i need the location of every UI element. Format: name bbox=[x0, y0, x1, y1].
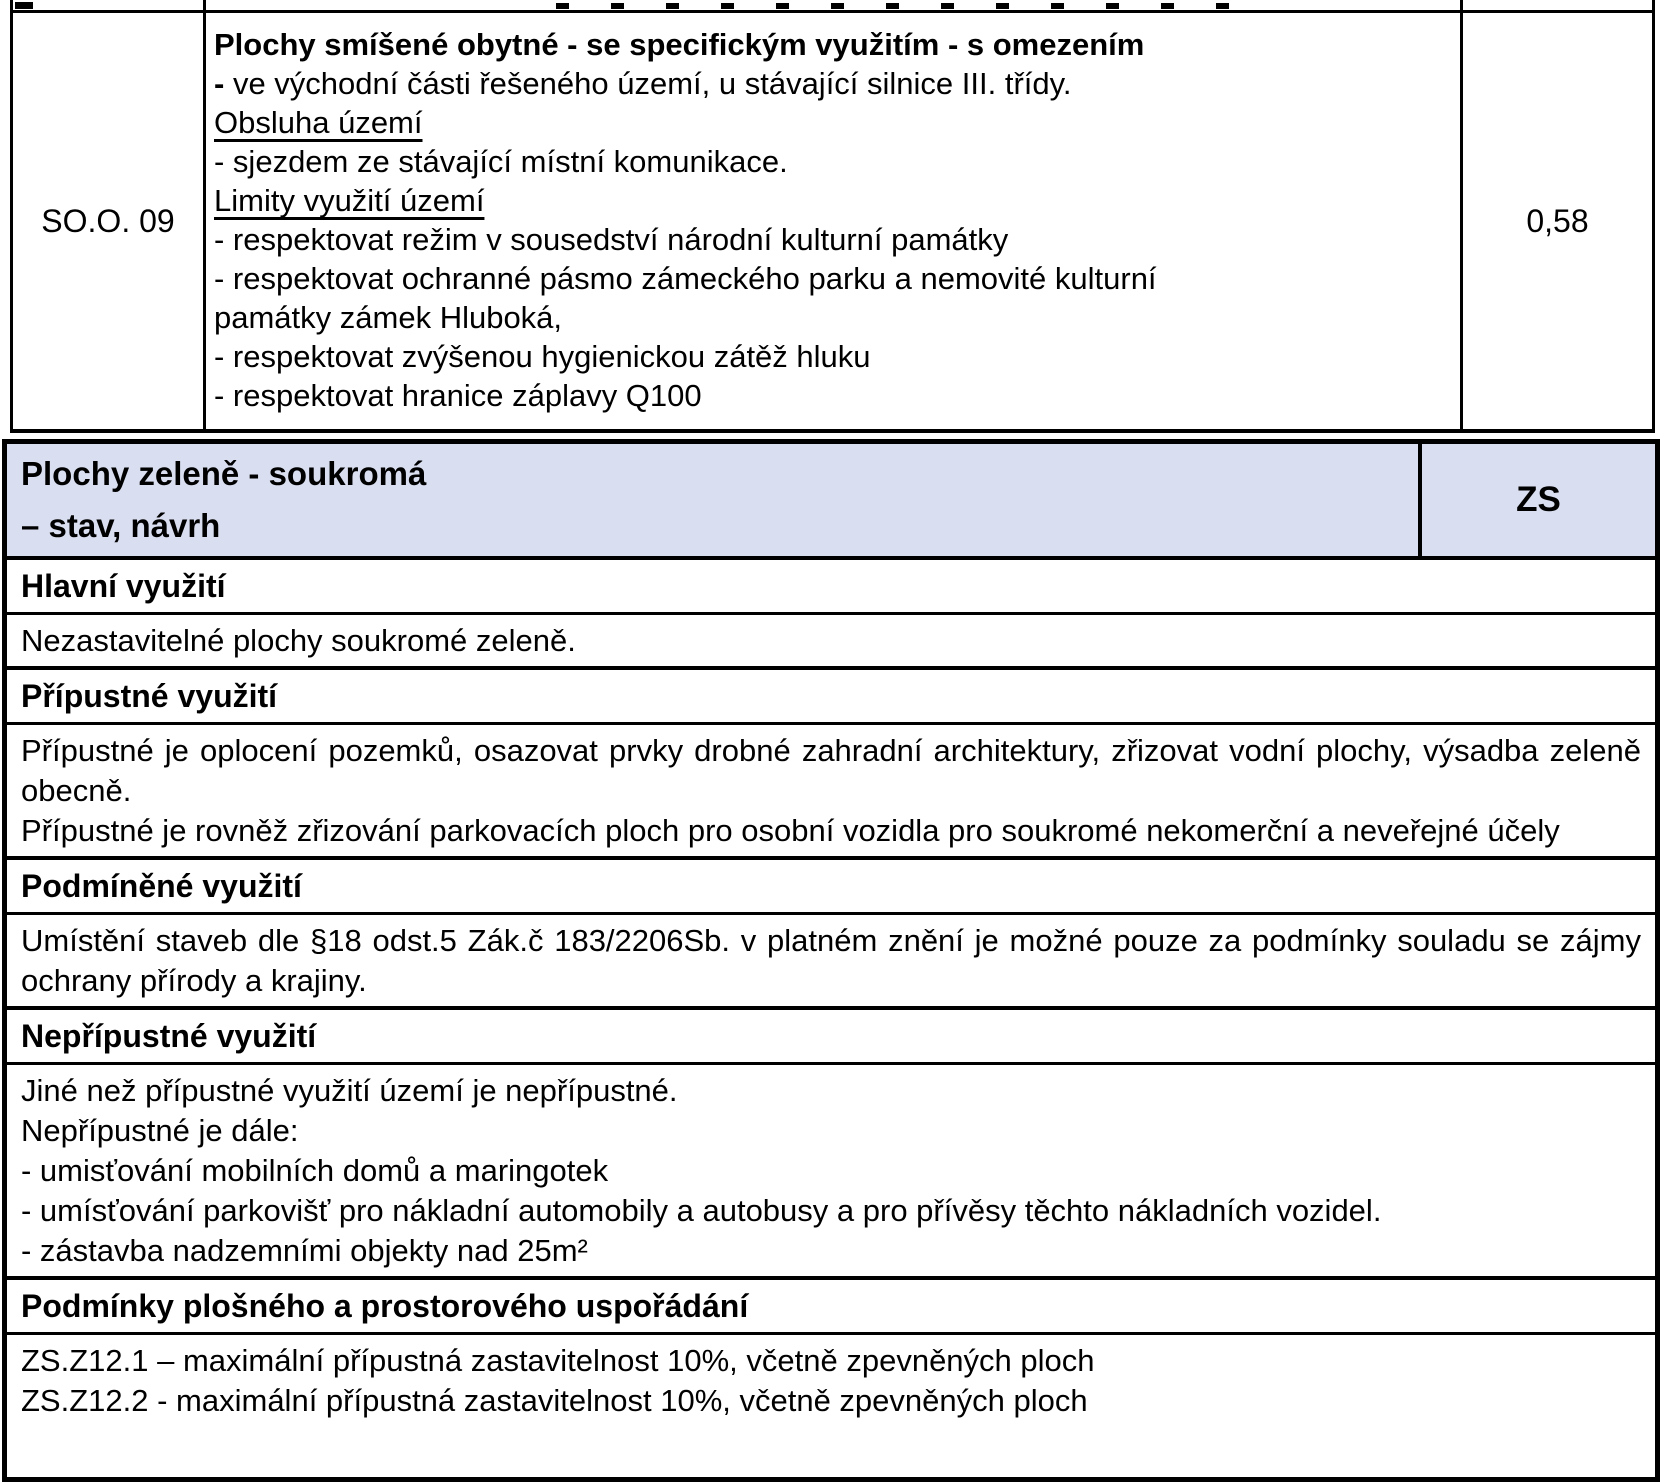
clipped-code-cell bbox=[13, 0, 203, 10]
zone-title-line2: – stav, návrh bbox=[21, 507, 221, 544]
paragraph: Umístění staveb dle §18 odst.5 Zák.č 183… bbox=[21, 923, 1641, 998]
paragraph: ZS.Z12.2 - maximální přípustná zastavite… bbox=[21, 1383, 1088, 1418]
section-title: Nepřípustné využití bbox=[7, 1006, 1655, 1062]
detail-line: - sjezdem ze stávající místní komunikace… bbox=[214, 144, 788, 179]
section-title: Přípustné využití bbox=[7, 666, 1655, 722]
section-content: Přípustné je oplocení pozemků, osazovat … bbox=[7, 722, 1655, 856]
zone-regulation-table: Plochy zeleně - soukromá – stav, návrh Z… bbox=[2, 439, 1660, 1482]
clipped-previous-row bbox=[13, 0, 1652, 13]
section-content: Umístění staveb dle §18 odst.5 Zák.č 183… bbox=[7, 912, 1655, 1006]
zone-row-title: Plochy smíšené obytné - se specifickým v… bbox=[214, 27, 1145, 62]
paragraph: Přípustné je oplocení pozemků, osazovat … bbox=[21, 733, 1641, 808]
detail-line: památky zámek Hluboká, bbox=[214, 300, 563, 335]
detail-line: - respektovat zvýšenou hygienickou zátěž… bbox=[214, 339, 871, 374]
clipped-text-fragment bbox=[556, 3, 1246, 9]
zone-detail-cell: Plochy smíšené obytné - se specifickým v… bbox=[203, 13, 1460, 429]
paragraph: - umisťování mobilních domů a maringotek bbox=[21, 1153, 609, 1188]
zone-area-cell: 0,58 bbox=[1460, 13, 1652, 429]
clipped-area-cell bbox=[1460, 0, 1652, 10]
zone-header-code: ZS bbox=[1418, 444, 1655, 556]
zone-row-lines: - ve východní části řešeného území, u st… bbox=[214, 64, 1452, 415]
section-content: Jiné než přípustné využití území je nepř… bbox=[7, 1062, 1655, 1276]
zone-table-header: Plochy zeleně - soukromá – stav, návrh Z… bbox=[7, 444, 1655, 556]
detail-line: - ve východní části řešeného území, u st… bbox=[214, 66, 1072, 101]
paragraph: Nepřípustné je dále: bbox=[21, 1113, 299, 1148]
clipped-text-fragment bbox=[15, 2, 33, 9]
zone-code-cell: SO.O. 09 bbox=[41, 202, 175, 239]
paragraph: Nezastavitelné plochy soukromé zeleně. bbox=[21, 623, 576, 658]
paragraph: - zástavba nadzemními objekty nad 25m² bbox=[21, 1233, 588, 1268]
section-title: Podmíněné využití bbox=[7, 856, 1655, 912]
detail-line: Obsluha území bbox=[214, 105, 423, 140]
paragraph: ZS.Z12.1 – maximální přípustná zastavite… bbox=[21, 1343, 1095, 1378]
zone-title-line1: Plochy zeleně - soukromá bbox=[21, 455, 427, 492]
bold-dash: - bbox=[214, 66, 225, 101]
paragraph: - umísťování parkovišť pro nákladní auto… bbox=[21, 1193, 1382, 1228]
detail-line: - respektovat režim v sousedství národní… bbox=[214, 222, 1009, 257]
zone-row-soo09: SO.O. 09 Plochy smíšené obytné - se spec… bbox=[13, 13, 1652, 429]
paragraph: Jiné než přípustné využití území je nepř… bbox=[21, 1073, 678, 1108]
section-content: Nezastavitelné plochy soukromé zeleně. bbox=[7, 612, 1655, 666]
clipped-detail-cell bbox=[203, 0, 1460, 10]
detail-line: Limity využití území bbox=[214, 183, 485, 218]
zone-header-title: Plochy zeleně - soukromá – stav, návrh bbox=[7, 444, 1418, 556]
section-title: Hlavní využití bbox=[7, 556, 1655, 612]
land-use-row-table: SO.O. 09 Plochy smíšené obytné - se spec… bbox=[10, 0, 1655, 433]
section-content: ZS.Z12.1 – maximální přípustná zastavite… bbox=[7, 1332, 1655, 1477]
section-title: Podmínky plošného a prostorového uspořád… bbox=[7, 1276, 1655, 1332]
detail-line: - respektovat ochranné pásmo zámeckého p… bbox=[214, 261, 1157, 296]
detail-line: - respektovat hranice záplavy Q100 bbox=[214, 378, 702, 413]
paragraph: Přípustné je rovněž zřizování parkovacíc… bbox=[21, 813, 1560, 848]
